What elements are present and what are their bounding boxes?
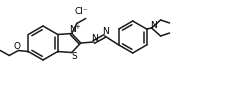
Text: S: S xyxy=(72,51,78,60)
Text: N: N xyxy=(69,24,76,33)
Text: N: N xyxy=(102,27,109,36)
Text: +: + xyxy=(74,24,80,30)
Text: Cl⁻: Cl⁻ xyxy=(75,7,88,16)
Text: N: N xyxy=(150,21,157,30)
Text: O: O xyxy=(14,42,21,51)
Text: N: N xyxy=(91,33,98,42)
